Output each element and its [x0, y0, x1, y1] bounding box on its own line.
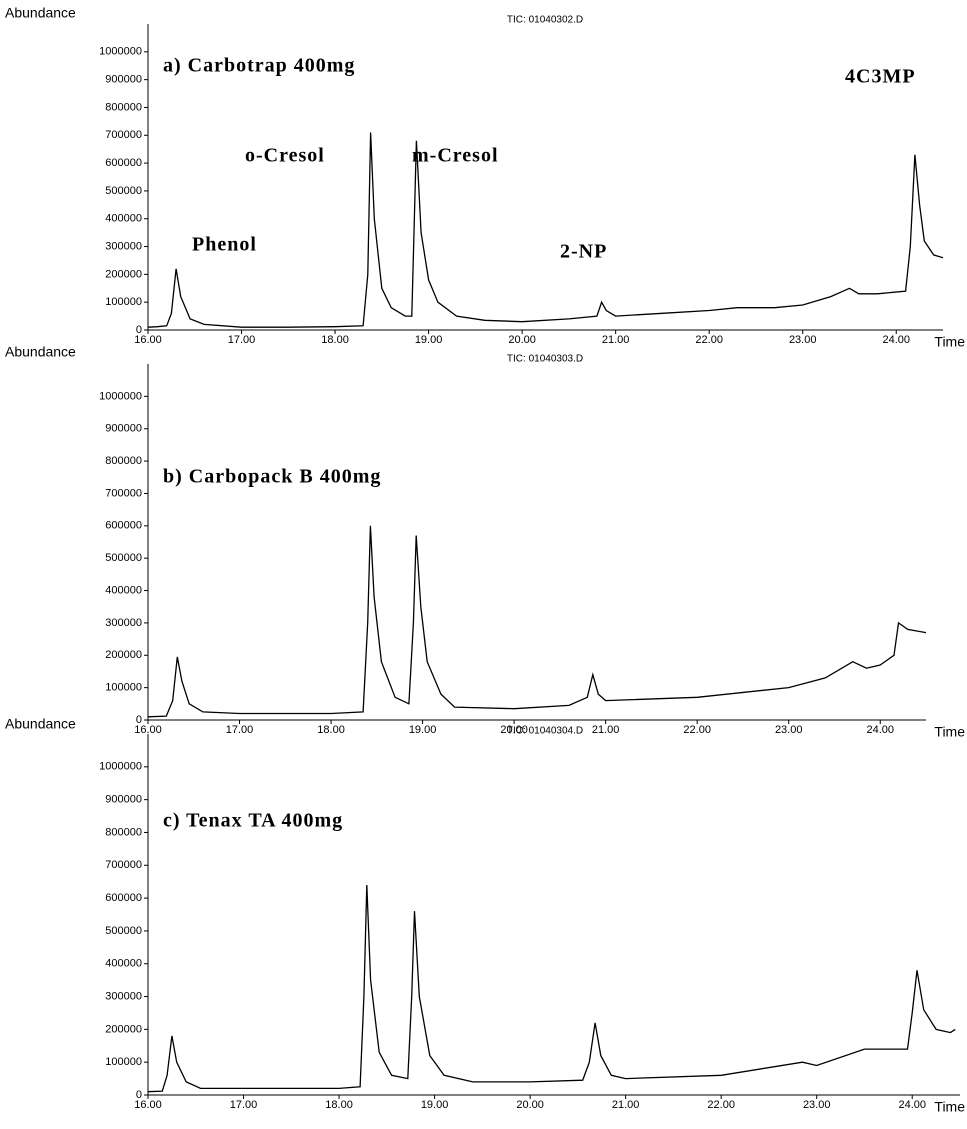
y-tick-label: 900000	[105, 74, 142, 86]
x-axis-label: Time	[934, 334, 965, 350]
y-tick-label: 100000	[105, 1056, 142, 1068]
y-axis-label: Abundance	[5, 5, 76, 21]
x-tick-label: 17.00	[228, 334, 256, 346]
annotation: o-Cresol	[245, 145, 325, 167]
x-tick-label: 20.00	[516, 1099, 544, 1111]
y-tick-label: 600000	[105, 157, 142, 169]
x-tick-label: 23.00	[775, 724, 803, 736]
annotation: b) Carbopack B 400mg	[163, 466, 381, 488]
x-tick-label: 19.00	[415, 334, 443, 346]
x-tick-label: 19.00	[421, 1099, 449, 1111]
y-tick-label: 300000	[105, 617, 142, 629]
annotation: c) Tenax TA 400mg	[163, 810, 343, 832]
y-tick-label: 100000	[105, 682, 142, 694]
y-tick-label: 300000	[105, 240, 142, 252]
x-tick-label: 20.00	[500, 724, 528, 736]
y-tick-label: 1000000	[99, 46, 142, 58]
y-tick-label: 200000	[105, 1023, 142, 1035]
y-tick-label: 200000	[105, 649, 142, 661]
x-tick-label: 17.00	[230, 1099, 258, 1111]
chart-title: TIC: 01040304.D	[507, 726, 583, 737]
x-axis-label: Time	[934, 724, 965, 740]
x-tick-label: 24.00	[898, 1099, 926, 1111]
annotation: 2-NP	[560, 241, 607, 263]
x-axis-label: Time	[934, 1099, 965, 1115]
x-tick-label: 18.00	[321, 334, 349, 346]
x-tick-label: 20.00	[508, 334, 536, 346]
annotation: m-Cresol	[412, 145, 499, 167]
y-axis-label: Abundance	[5, 716, 76, 732]
y-tick-label: 100000	[105, 296, 142, 308]
y-tick-label: 800000	[105, 101, 142, 113]
y-tick-label: 700000	[105, 859, 142, 871]
x-tick-label: 24.00	[882, 334, 910, 346]
x-tick-label: 19.00	[409, 724, 437, 736]
trace	[147, 132, 944, 328]
y-tick-label: 800000	[105, 826, 142, 838]
y-tick-label: 700000	[105, 129, 142, 141]
x-tick-label: 21.00	[592, 724, 620, 736]
y-tick-label: 1000000	[99, 761, 142, 773]
x-tick-label: 18.00	[325, 1099, 353, 1111]
chart-title: TIC: 01040302.D	[507, 15, 583, 26]
x-tick-label: 22.00	[683, 724, 711, 736]
y-tick-label: 400000	[105, 958, 142, 970]
y-tick-label: 400000	[105, 584, 142, 596]
y-tick-label: 900000	[105, 794, 142, 806]
y-tick-label: 600000	[105, 892, 142, 904]
x-tick-label: 18.00	[317, 724, 345, 736]
chart-title: TIC: 01040303.D	[507, 354, 583, 365]
x-tick-label: 21.00	[602, 334, 630, 346]
x-tick-label: 22.00	[695, 334, 723, 346]
x-tick-label: 16.00	[134, 724, 162, 736]
x-tick-label: 16.00	[134, 334, 162, 346]
annotation: a) Carbotrap 400mg	[163, 55, 355, 77]
y-tick-label: 400000	[105, 213, 142, 225]
annotation: 4C3MP	[845, 66, 916, 88]
x-tick-label: 22.00	[707, 1099, 735, 1111]
y-tick-label: 0	[136, 1089, 142, 1101]
y-tick-label: 0	[136, 324, 142, 336]
x-tick-label: 17.00	[226, 724, 254, 736]
x-tick-label: 23.00	[803, 1099, 831, 1111]
y-tick-label: 0	[136, 714, 142, 726]
trace	[147, 525, 927, 718]
y-tick-label: 600000	[105, 520, 142, 532]
y-tick-label: 500000	[105, 185, 142, 197]
y-tick-label: 900000	[105, 423, 142, 435]
y-tick-label: 500000	[105, 552, 142, 564]
annotation: Phenol	[192, 234, 257, 256]
y-tick-label: 1000000	[99, 390, 142, 402]
x-tick-label: 21.00	[612, 1099, 640, 1111]
y-tick-label: 300000	[105, 990, 142, 1002]
x-tick-label: 16.00	[134, 1099, 162, 1111]
y-tick-label: 800000	[105, 455, 142, 467]
y-tick-label: 700000	[105, 487, 142, 499]
x-tick-label: 24.00	[866, 724, 894, 736]
y-tick-label: 200000	[105, 268, 142, 280]
trace	[147, 884, 956, 1093]
y-axis-label: Abundance	[5, 344, 76, 360]
y-tick-label: 500000	[105, 925, 142, 937]
x-tick-label: 23.00	[789, 334, 817, 346]
